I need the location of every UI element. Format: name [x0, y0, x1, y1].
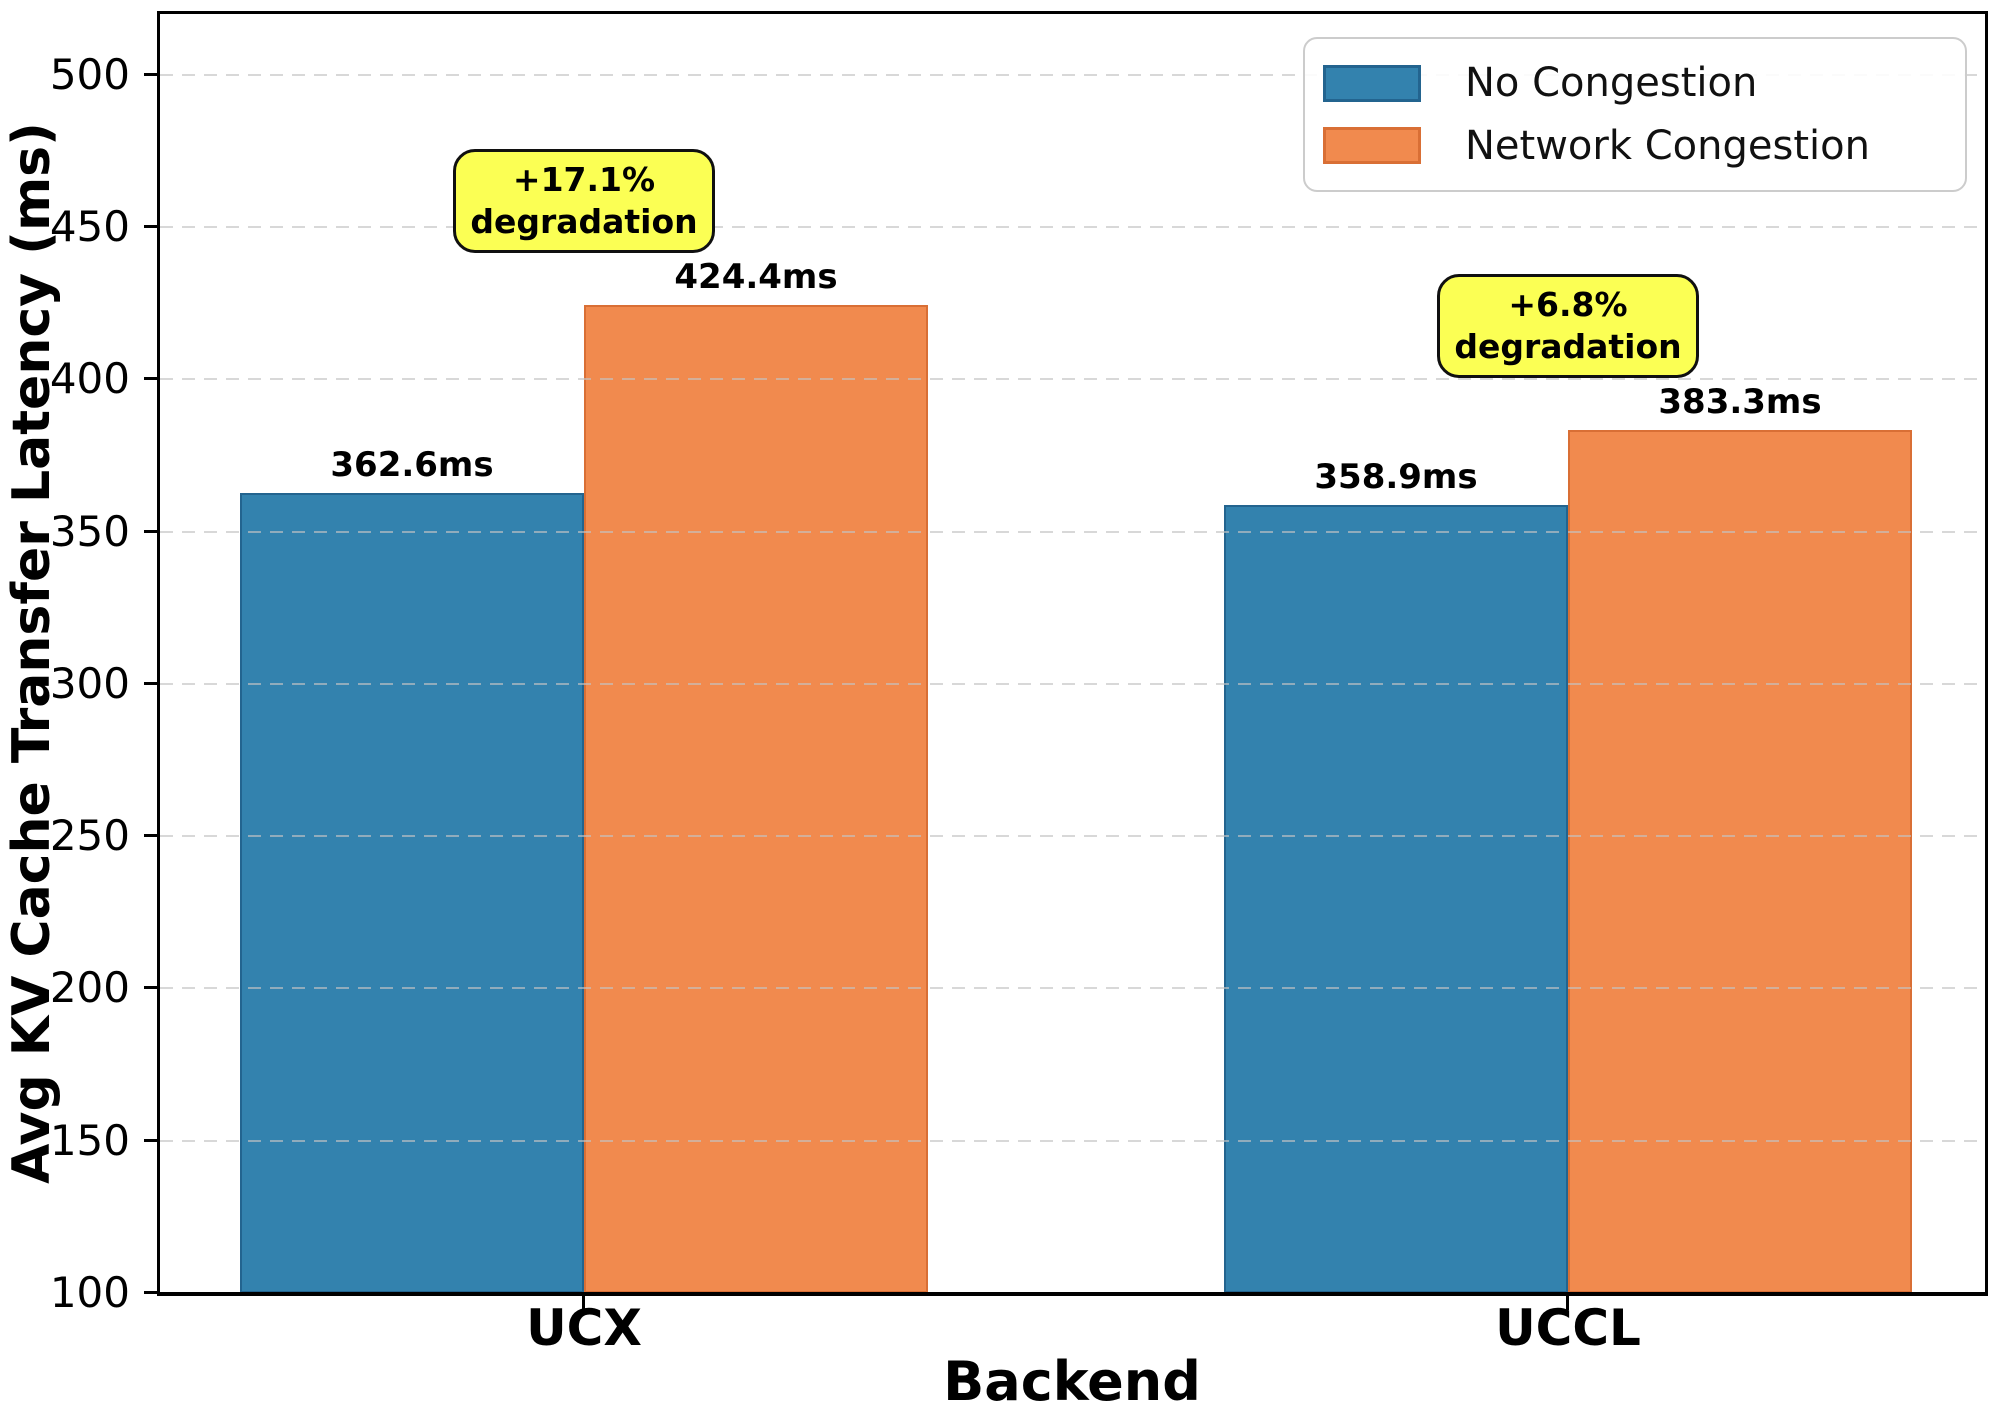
axis-spine-right	[1985, 11, 1988, 1296]
plot-area: 362.6ms 358.9ms 424.4ms 383.3ms +17.1% degra…	[160, 14, 1985, 1293]
y-tick-400	[144, 377, 160, 381]
gridline-400	[160, 378, 1985, 381]
y-tick-500	[144, 72, 160, 76]
legend: No Congestion Network Congestion	[1303, 37, 1967, 192]
gridline-250	[160, 835, 1985, 838]
annotation-percent-text: +6.8%	[1508, 285, 1628, 325]
y-tick-label-400: 400	[49, 354, 130, 404]
gridline-300	[160, 682, 1985, 685]
y-tick-label-350: 350	[49, 506, 130, 556]
gridline-450	[160, 226, 1985, 229]
bar-value-label-ucx-no-congestion: 362.6ms	[330, 445, 494, 486]
annotation-degradation-text: degradation	[1454, 327, 1682, 367]
degradation-annotation-ucx: +17.1% degradation	[453, 149, 715, 254]
gridline-150	[160, 1139, 1985, 1142]
y-tick-label-300: 300	[49, 658, 130, 708]
y-tick-200	[144, 986, 160, 990]
x-tick-uccl	[1566, 1296, 1569, 1310]
bar-uccl-network-congestion	[1568, 430, 1912, 1293]
axis-spine-bottom	[157, 1292, 1988, 1296]
legend-swatch-no-congestion	[1323, 64, 1421, 102]
x-axis-title: Backend	[943, 1350, 1201, 1413]
legend-item-no-congestion: No Congestion	[1323, 59, 1965, 107]
y-tick-label-100: 100	[49, 1268, 130, 1317]
y-tick-300	[144, 681, 160, 685]
x-tick-ucx	[582, 1296, 585, 1310]
legend-label-network-congestion: Network Congestion	[1465, 122, 1870, 169]
annotation-percent-text: +17.1%	[512, 160, 656, 200]
bar-value-label-uccl-no-congestion: 358.9ms	[1314, 456, 1478, 497]
annotation-degradation-text: degradation	[470, 202, 698, 242]
bar-ucx-no-congestion	[240, 493, 584, 1293]
degradation-annotation-uccl: +6.8% degradation	[1437, 274, 1699, 379]
axis-spine-left	[157, 11, 160, 1296]
legend-item-network-congestion: Network Congestion	[1323, 122, 1965, 170]
bar-value-label-ucx-network-congestion: 424.4ms	[674, 257, 838, 298]
y-tick-label-450: 450	[49, 202, 130, 252]
axis-spine-top	[157, 11, 1988, 14]
legend-swatch-network-congestion	[1323, 127, 1421, 165]
y-tick-label-500: 500	[49, 49, 130, 99]
gridline-500	[160, 73, 1985, 76]
bar-value-label-uccl-network-congestion: 383.3ms	[1658, 382, 1822, 423]
y-axis-title: Avg KV Cache Transfer Latency (ms)	[2, 122, 62, 1184]
bar-ucx-network-congestion	[584, 305, 928, 1293]
y-tick-label-250: 250	[49, 811, 130, 861]
bar-uccl-no-congestion	[1224, 504, 1568, 1293]
gridline-200	[160, 987, 1985, 990]
y-tick-350	[144, 529, 160, 533]
y-tick-450	[144, 225, 160, 229]
y-tick-100	[144, 1291, 160, 1294]
y-tick-label-150: 150	[49, 1115, 130, 1165]
gridline-350	[160, 530, 1985, 533]
y-tick-250	[144, 834, 160, 838]
legend-label-no-congestion: No Congestion	[1465, 60, 1758, 107]
y-tick-label-200: 200	[49, 963, 130, 1013]
y-tick-150	[144, 1138, 160, 1142]
